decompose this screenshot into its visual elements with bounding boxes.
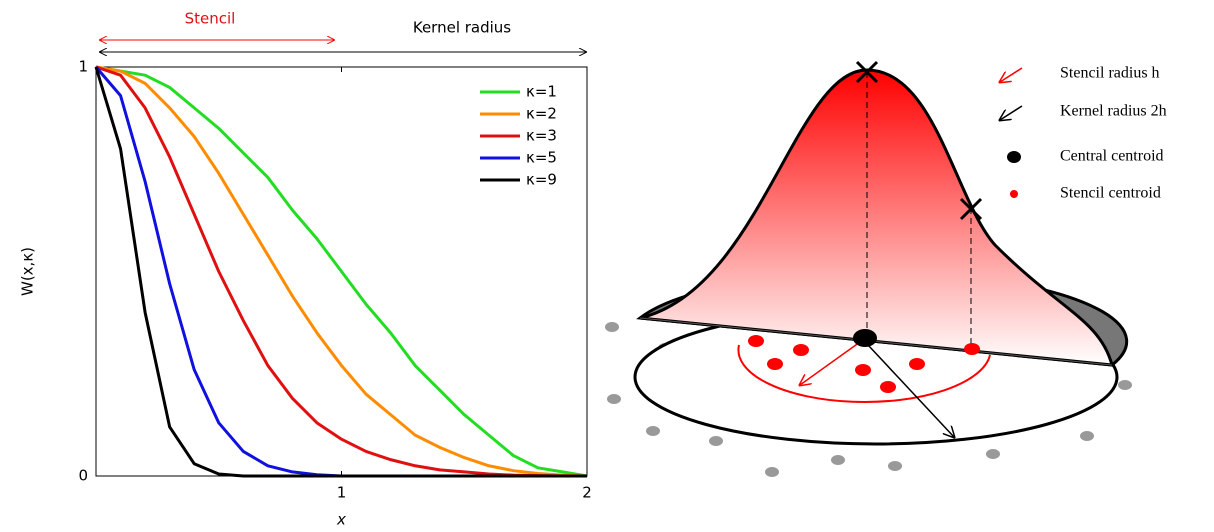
stencil-arc — [737, 344, 991, 404]
kernel-radius-arrow — [867, 344, 954, 437]
y-axis-label: W(x,κ) — [19, 247, 37, 296]
legend-icon — [1007, 151, 1021, 163]
series-line — [95, 65, 588, 478]
central-point — [853, 329, 877, 347]
x-tick-label: 1 — [337, 484, 347, 502]
chart: 0 1 1 2 x W(x,κ) Stencil Kernel radius κ=1 κ=2 κ=3… — [19, 10, 592, 529]
legend-label: κ=9 — [526, 171, 557, 189]
legend-label: Stencil radius h — [1060, 65, 1160, 82]
cross-marker — [959, 197, 983, 221]
x-axis-label: x — [336, 511, 346, 529]
series-line — [94, 66, 587, 478]
legend-icon — [1010, 190, 1018, 198]
legend-icon — [1000, 67, 1023, 82]
x-tick-label: 2 — [582, 484, 592, 502]
legend-icon — [1000, 105, 1023, 120]
annotation: Kernel radius — [413, 19, 511, 37]
y-tick-label: 0 — [78, 467, 88, 485]
legend-label: κ=1 — [526, 83, 557, 101]
legend-label: Central centroid — [1060, 148, 1164, 165]
legend-label: Kernel radius 2h — [1060, 103, 1167, 120]
stencil-points — [748, 335, 980, 393]
legend-label: κ=5 — [526, 149, 557, 167]
series-line — [95, 65, 588, 478]
legend-label: Stencil centroid — [1060, 185, 1161, 202]
legend-label: κ=3 — [526, 127, 557, 145]
stencil-radius-arrow — [800, 341, 861, 385]
annotation: Stencil — [185, 10, 236, 28]
legend-label: κ=2 — [526, 105, 557, 123]
y-tick-label: 1 — [78, 58, 88, 76]
cross-marker — [855, 60, 879, 84]
bell-surface — [639, 68, 1115, 367]
kernel-diagram: Stencil radius h Kernel radius 2h Centra… — [605, 60, 1167, 477]
